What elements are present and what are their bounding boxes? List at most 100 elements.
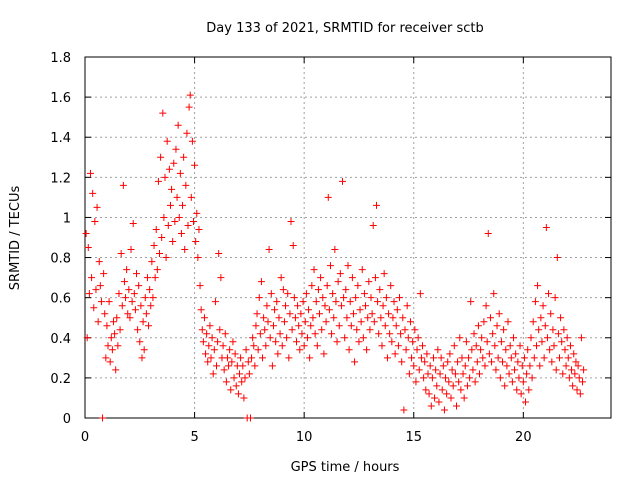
y-tick-label: 1.8: [50, 51, 71, 66]
data-point: [546, 346, 554, 354]
data-point: [499, 358, 507, 366]
data-point: [142, 310, 150, 318]
data-point: [450, 342, 458, 350]
data-point: [309, 314, 317, 322]
data-point: [195, 225, 203, 233]
data-point: [157, 153, 165, 161]
data-point: [124, 310, 132, 318]
data-point: [570, 350, 578, 358]
data-point: [86, 169, 94, 177]
data-point: [230, 374, 238, 382]
data-point: [204, 358, 212, 366]
data-point: [406, 318, 414, 326]
axis-ticks: [84, 56, 611, 419]
data-point: [387, 282, 395, 290]
data-point: [220, 366, 228, 374]
data-point: [437, 354, 445, 362]
data-point: [276, 330, 284, 338]
data-point: [424, 370, 432, 378]
data-point: [173, 193, 181, 201]
data-point: [256, 330, 264, 338]
data-point: [536, 362, 544, 370]
data-point: [268, 362, 276, 370]
data-point: [244, 358, 252, 366]
data-point: [253, 310, 261, 318]
data-point: [312, 298, 320, 306]
data-point: [514, 358, 522, 366]
data-point: [245, 370, 253, 378]
data-point: [481, 362, 489, 370]
data-point: [285, 354, 293, 362]
data-point: [357, 318, 365, 326]
data-point: [149, 294, 157, 302]
data-point: [299, 298, 307, 306]
data-point: [347, 322, 355, 330]
data-point: [145, 322, 153, 330]
data-point: [458, 354, 466, 362]
data-point: [300, 342, 308, 350]
data-point: [329, 290, 337, 298]
data-point: [451, 370, 459, 378]
data-point: [305, 306, 313, 314]
data-point: [523, 370, 531, 378]
data-point: [488, 358, 496, 366]
data-point: [342, 286, 350, 294]
data-point: [181, 246, 189, 254]
y-tick-label: 0.8: [50, 252, 71, 267]
data-point: [545, 290, 553, 298]
data-point: [203, 330, 211, 338]
data-point: [199, 338, 207, 346]
data-point: [445, 378, 453, 386]
data-point: [246, 414, 254, 422]
data-point: [177, 229, 185, 237]
data-point: [146, 286, 154, 294]
data-point: [216, 326, 224, 334]
data-point: [126, 314, 134, 322]
data-point: [444, 358, 452, 366]
x-axis-label: GPS time / hours: [291, 460, 400, 475]
data-point: [129, 219, 137, 227]
data-point: [574, 362, 582, 370]
data-point: [506, 342, 514, 350]
data-point: [431, 394, 439, 402]
data-point: [184, 221, 192, 229]
data-point: [468, 346, 476, 354]
data-point: [376, 286, 384, 294]
data-point: [328, 330, 336, 338]
data-point: [272, 338, 280, 346]
data-point: [388, 338, 396, 346]
data-point: [396, 294, 404, 302]
data-point: [375, 330, 383, 338]
data-point: [188, 137, 196, 145]
data-point: [377, 314, 385, 322]
data-point: [236, 370, 244, 378]
data-point: [249, 334, 257, 342]
data-point: [192, 238, 200, 246]
data-point: [278, 342, 286, 350]
data-point: [265, 246, 273, 254]
data-point: [379, 302, 387, 310]
data-point: [551, 294, 559, 302]
data-point: [363, 346, 371, 354]
data-point: [339, 177, 347, 185]
data-point: [163, 137, 171, 145]
data-point: [508, 378, 516, 386]
data-point: [332, 298, 340, 306]
data-point: [83, 334, 91, 342]
data-point: [322, 318, 330, 326]
data-point: [134, 326, 142, 334]
data-point: [568, 366, 576, 374]
data-point: [137, 302, 145, 310]
data-point: [168, 185, 176, 193]
data-point: [326, 262, 334, 270]
data-point: [280, 318, 288, 326]
data-point: [200, 314, 208, 322]
data-point: [427, 402, 435, 410]
data-point: [152, 225, 160, 233]
data-point: [139, 318, 147, 326]
data-point: [148, 258, 156, 266]
data-point: [84, 244, 92, 252]
data-point: [562, 362, 570, 370]
data-point: [405, 370, 413, 378]
data-point: [159, 109, 167, 117]
